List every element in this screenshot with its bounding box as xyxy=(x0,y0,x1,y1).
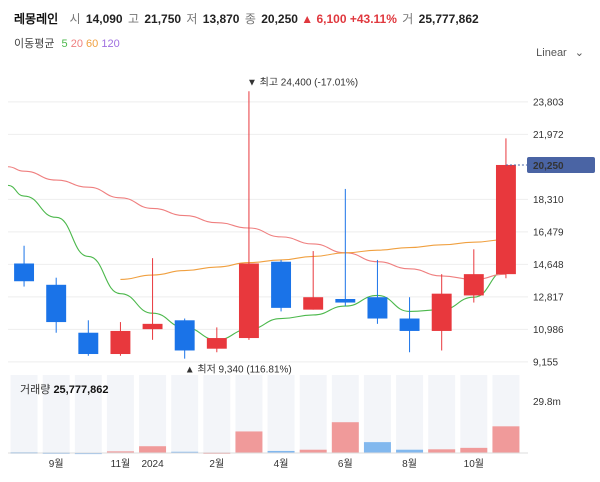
close-value: 20,250 xyxy=(261,12,298,26)
high-marker-label: ▼ 최고 24,400 (-17.01%) xyxy=(247,76,358,88)
y-tick-label: 16,479 xyxy=(533,227,564,238)
current-price-label: 20,250 xyxy=(533,161,564,172)
x-tick-label: 10월 xyxy=(464,458,484,470)
x-tick-label: 8월 xyxy=(402,458,417,470)
chevron-down-icon: ⌄ xyxy=(574,47,584,59)
volume-column-bg xyxy=(106,375,134,453)
x-tick-label: 6월 xyxy=(338,458,353,470)
volume-column-bg xyxy=(74,375,102,453)
volume-column-bg xyxy=(10,375,38,453)
volume-column-bg xyxy=(203,375,231,453)
y-tick-label: 18,310 xyxy=(533,195,564,206)
ma-legend-title: 이동평균 xyxy=(14,38,55,50)
candle-body xyxy=(463,274,484,296)
change-percent: +43.11% xyxy=(349,12,397,26)
volume-column-bg xyxy=(139,375,167,453)
volume-title-label: 거래량 xyxy=(20,384,51,396)
change-value: ▲ 6,100 xyxy=(301,12,347,26)
ma-item-120[interactable]: 120 xyxy=(101,38,120,50)
moving-average-legend[interactable]: 이동평균 5 20 60 120 xyxy=(14,35,120,51)
candle-body xyxy=(206,338,227,349)
x-tick-label: 2024 xyxy=(141,459,164,470)
x-tick-label: 11월 xyxy=(111,458,131,470)
volume-bar xyxy=(331,422,359,453)
volume-column-bg xyxy=(363,375,391,453)
open-label: 시 xyxy=(69,12,81,26)
low-value: 13,870 xyxy=(202,12,240,26)
ma-item-5[interactable]: 5 xyxy=(61,38,68,50)
volume-bar xyxy=(139,446,167,453)
x-tick-label: 4월 xyxy=(274,458,289,470)
high-label: 고 xyxy=(127,12,139,26)
volume-column-bg xyxy=(299,375,327,453)
candle-body xyxy=(303,297,324,310)
y-tick-label: 23,803 xyxy=(533,97,564,108)
volume-bar xyxy=(106,451,134,453)
candle-body xyxy=(110,330,131,355)
volume-axis-label: 29.8m xyxy=(533,397,561,408)
candle-body xyxy=(367,297,388,319)
volume-column-bg xyxy=(396,375,424,453)
candle-body xyxy=(238,263,259,339)
close-label: 종 xyxy=(244,12,256,26)
volume-bar xyxy=(492,426,520,453)
candle-body xyxy=(174,320,195,351)
scale-label: Linear xyxy=(536,47,567,59)
candle-body xyxy=(399,318,420,331)
candle-body xyxy=(431,293,452,331)
candle-body xyxy=(78,332,99,355)
volume-bar xyxy=(299,449,327,453)
high-value: 21,750 xyxy=(144,12,182,26)
candle-body xyxy=(142,323,163,330)
volume-bar xyxy=(396,449,424,453)
volume-label: 거 xyxy=(402,12,414,26)
candle-body xyxy=(271,261,292,308)
volume-bar xyxy=(428,449,456,453)
low-label: 저 xyxy=(186,12,198,26)
low-marker-label: ▲ 최저 9,340 (116.81%) xyxy=(185,364,292,376)
stock-name: 레몽레인 xyxy=(14,12,59,26)
candle-body xyxy=(46,284,67,323)
y-tick-label: 10,986 xyxy=(533,325,564,336)
price-header: 레몽레인 시 14,090 고 21,750 저 13,870 종 20,250… xyxy=(14,10,479,27)
current-price-badge xyxy=(527,156,595,173)
volume-title-value: 25,777,862 xyxy=(53,384,109,396)
ma-item-60[interactable]: 60 xyxy=(86,38,99,50)
volume-value: 25,777,862 xyxy=(418,12,479,26)
y-tick-label: 14,648 xyxy=(533,260,564,271)
volume-column-bg xyxy=(428,375,456,453)
volume-column-bg xyxy=(171,375,199,453)
y-tick-label: 9,155 xyxy=(533,357,558,368)
scale-selector[interactable]: Linear ⌄ xyxy=(536,46,584,59)
volume-title: 거래량 25,777,862 xyxy=(20,381,109,397)
volume-column-bg xyxy=(42,375,70,453)
volume-column-bg xyxy=(267,375,295,453)
open-value: 14,090 xyxy=(85,12,123,26)
volume-column-bg xyxy=(460,375,488,453)
volume-bar xyxy=(363,442,391,453)
candle-body xyxy=(495,164,516,275)
x-tick-label: 9월 xyxy=(49,458,64,470)
volume-bar xyxy=(235,431,263,453)
volume-bar xyxy=(460,447,488,453)
x-tick-label: 2월 xyxy=(209,458,224,470)
y-tick-label: 21,972 xyxy=(533,130,564,141)
ma-item-20[interactable]: 20 xyxy=(70,38,83,50)
volume-bar xyxy=(267,450,295,453)
candle-body xyxy=(335,298,356,303)
candle-body xyxy=(14,263,35,282)
y-tick-label: 12,817 xyxy=(533,292,564,303)
